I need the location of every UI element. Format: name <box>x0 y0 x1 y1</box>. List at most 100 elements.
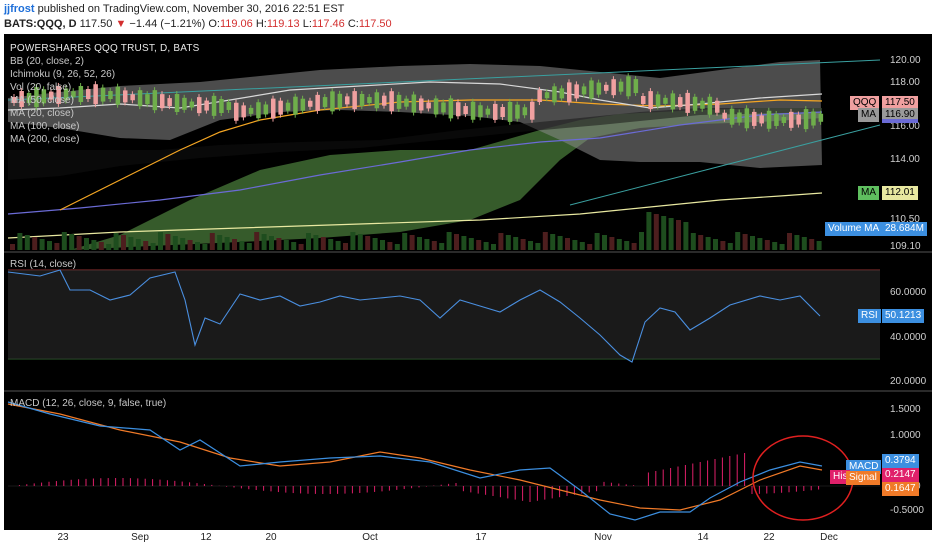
volume-bar <box>764 240 770 250</box>
candle-body <box>729 108 735 125</box>
candle-body <box>56 85 61 104</box>
published-text: published on TradingView.com, November 3… <box>34 3 345 15</box>
author-link[interactable]: jjfrost <box>4 3 35 15</box>
signal-tag-value: 0.1647 <box>882 482 919 496</box>
candle-body <box>774 113 779 126</box>
volume-bar <box>779 244 785 250</box>
x-tick: 22 <box>763 532 775 543</box>
time-axis[interactable] <box>0 530 932 550</box>
ma20-tag-label: MA <box>858 108 879 122</box>
volume-bar <box>306 233 311 250</box>
lower-trendline <box>569 124 881 206</box>
volume-bar <box>394 244 400 250</box>
candle-body <box>648 91 653 110</box>
volume-bar <box>579 242 585 250</box>
candle-body <box>611 79 616 96</box>
volume-bar <box>106 244 112 250</box>
candle-body <box>152 90 158 111</box>
candle-body <box>781 116 787 123</box>
candle-body <box>633 79 639 94</box>
indicator-ma100[interactable]: MA (100, close) <box>10 121 80 132</box>
volume-bar <box>328 239 334 250</box>
rsi-pane-title[interactable]: RSI (14, close) <box>10 259 77 270</box>
volume-bar <box>180 238 186 250</box>
candle-body <box>197 97 202 114</box>
candle-body <box>278 100 283 115</box>
rsi-tick: 60.0000 <box>890 287 927 298</box>
candle-body <box>160 94 165 109</box>
signal-line <box>7 403 823 511</box>
low-label: L: <box>302 18 312 30</box>
price-tick: 118.00 <box>890 77 920 88</box>
volume-ma-tag-label: Volume MA <box>825 222 883 236</box>
candle-body <box>737 112 742 123</box>
candle-body <box>567 82 572 103</box>
volume-bar <box>750 236 755 250</box>
candle-body <box>337 93 343 108</box>
candle-body <box>86 89 91 100</box>
symbol-label: BATS:QQQ, D <box>4 18 77 30</box>
volume-bar <box>69 234 75 250</box>
close-value: 117.50 <box>358 18 392 30</box>
x-tick: 17 <box>475 532 487 543</box>
volume-bar <box>498 233 504 250</box>
x-tick: Nov <box>594 532 612 543</box>
candle-body <box>818 113 824 122</box>
volume-bar <box>705 237 711 250</box>
volume-bar <box>246 243 252 250</box>
indicator-vol[interactable]: Vol (20, false) <box>10 82 72 93</box>
candle-body <box>234 102 239 121</box>
rsi-line <box>7 269 821 363</box>
indicator-bb[interactable]: BB (20, close, 2) <box>10 56 84 67</box>
candle-body <box>692 96 698 111</box>
volume-bar <box>476 240 482 250</box>
volume-bar <box>513 237 519 250</box>
rsi-tag-label: RSI <box>858 309 881 323</box>
candle-body <box>367 97 372 104</box>
volume-bar <box>158 232 163 250</box>
pane-divider-rsi[interactable] <box>4 251 932 253</box>
candle-body <box>174 94 180 113</box>
candle-body <box>574 84 579 99</box>
macd-tick: -0.5000 <box>890 505 924 516</box>
symbol-line: BATS:QQQ, D 117.50 ▼ −1.44 (−1.21%) O:11… <box>4 18 392 30</box>
volume-bar <box>676 220 681 250</box>
volume-bar <box>313 235 319 250</box>
volume-bar <box>150 243 156 250</box>
candle-body <box>752 111 757 126</box>
candle-body <box>811 111 816 126</box>
volume-bar <box>143 241 149 250</box>
candle-body <box>589 80 594 99</box>
volume-bar <box>809 239 815 250</box>
candle-body <box>285 102 291 111</box>
volume-bar <box>47 241 52 250</box>
candle-body <box>626 76 631 97</box>
last-price: 117.50 <box>79 18 113 30</box>
candle-body <box>419 98 424 111</box>
candle-body <box>596 82 602 95</box>
volume-bar <box>757 238 763 250</box>
candle-body <box>433 98 439 115</box>
candle-body <box>500 106 505 117</box>
macd-pane-title[interactable]: MACD (12, 26, close, 9, false, true) <box>10 398 167 409</box>
volume-bar <box>335 241 341 250</box>
indicator-ma20[interactable]: MA (20, close) <box>10 108 74 119</box>
indicator-ma50[interactable]: MA (50, close) <box>10 95 74 106</box>
volume-bar <box>454 234 459 250</box>
candle-body <box>641 96 646 105</box>
volume-ma-tag-value: 28.684M <box>882 222 927 236</box>
volume-bar <box>276 238 282 250</box>
volume-bar <box>350 232 356 250</box>
x-tick: Dec <box>820 532 838 543</box>
indicator-ichimoku[interactable]: Ichimoku (9, 26, 52, 26) <box>10 69 116 80</box>
candle-body <box>685 92 690 113</box>
candle-body <box>63 88 69 101</box>
open-value: 119.06 <box>219 18 253 30</box>
volume-bar <box>113 233 119 250</box>
indicator-ma200[interactable]: MA (200, close) <box>10 134 80 145</box>
pane-divider-macd[interactable] <box>4 390 932 392</box>
volume-bar <box>735 232 741 250</box>
candle-body <box>322 97 328 108</box>
volume-bar <box>17 233 23 250</box>
